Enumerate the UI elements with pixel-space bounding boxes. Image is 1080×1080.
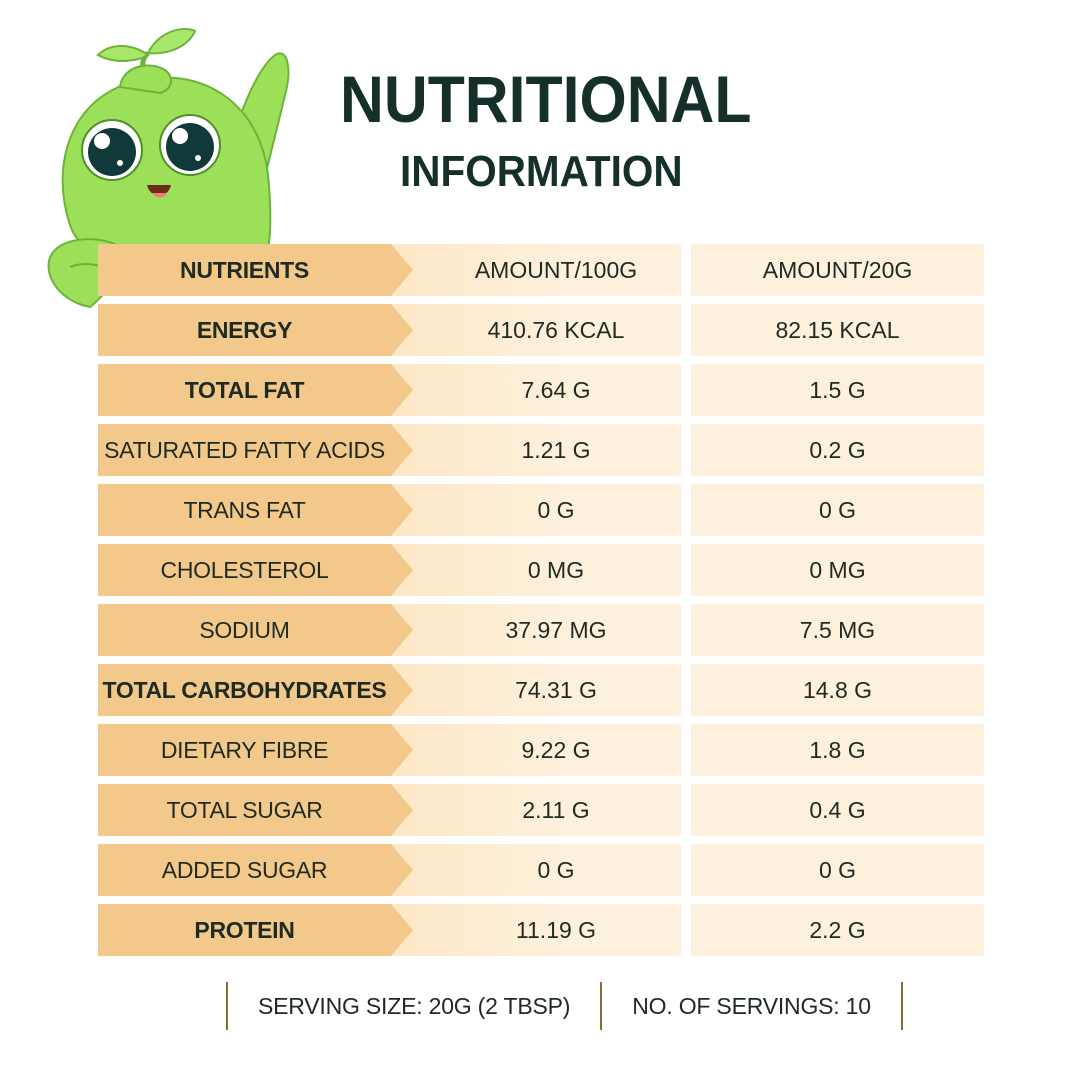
amount-per-20g: 0.2 G (691, 424, 984, 476)
page-title: NUTRITIONAL (340, 62, 752, 136)
nutrient-name: TOTAL FAT (98, 364, 413, 416)
amount-per-20g: 7.5 MG (691, 604, 984, 656)
table-row: CHOLESTEROL 0 MG 0 MG (98, 544, 984, 596)
nutrient-name: CHOLESTEROL (98, 544, 413, 596)
amount-per-20g: 1.8 G (691, 724, 984, 776)
number-of-servings: NO. OF SERVINGS: 10 (632, 992, 871, 1019)
amount-per-20g: 82.15 KCAL (691, 304, 984, 356)
amount-per-100g: 9.22 G (391, 724, 681, 776)
header-amount-100g: AMOUNT/100G (391, 244, 681, 296)
amount-per-20g: 0 G (691, 844, 984, 896)
amount-per-100g: 0 G (391, 484, 681, 536)
table-row: SATURATED FATTY ACIDS 1.21 G 0.2 G (98, 424, 984, 476)
amount-per-100g: 7.64 G (391, 364, 681, 416)
nutrient-name: PROTEIN (98, 904, 413, 956)
nutrient-name: ENERGY (98, 304, 413, 356)
amount-per-20g: 14.8 G (691, 664, 984, 716)
table-header-row: NUTRIENTS AMOUNT/100G AMOUNT/20G (98, 244, 984, 296)
nutrient-name: SATURATED FATTY ACIDS (98, 424, 413, 476)
nutrient-name: ADDED SUGAR (98, 844, 413, 896)
amount-per-20g: 1.5 G (691, 364, 984, 416)
green-sprout-mascot-icon (47, 28, 290, 309)
serving-size: SERVING SIZE: 20G (2 TBSP) (258, 992, 571, 1019)
serving-info: SERVING SIZE: 20G (2 TBSP) NO. OF SERVIN… (226, 982, 903, 1030)
amount-per-100g: 37.97 MG (391, 604, 681, 656)
amount-per-100g: 410.76 KCAL (391, 304, 681, 356)
header-nutrients: NUTRIENTS (98, 244, 413, 296)
table-row: PROTEIN 11.19 G 2.2 G (98, 904, 984, 956)
divider (900, 982, 903, 1030)
table-row: SODIUM 37.97 MG 7.5 MG (98, 604, 984, 656)
amount-per-100g: 74.31 G (391, 664, 681, 716)
header-amount-20g: AMOUNT/20G (691, 244, 984, 296)
amount-per-100g: 0 MG (391, 544, 681, 596)
amount-per-20g: 0 MG (691, 544, 984, 596)
amount-per-100g: 0 G (391, 844, 681, 896)
table-row: TOTAL FAT 7.64 G 1.5 G (98, 364, 984, 416)
amount-per-20g: 0.4 G (691, 784, 984, 836)
nutrient-name: TOTAL SUGAR (98, 784, 413, 836)
nutrition-table: NUTRIENTS AMOUNT/100G AMOUNT/20G ENERGY 4… (98, 244, 984, 964)
nutrient-name: DIETARY FIBRE (98, 724, 413, 776)
amount-per-100g: 2.11 G (391, 784, 681, 836)
nutrient-name: SODIUM (98, 604, 413, 656)
table-row: TOTAL CARBOHYDRATES 74.31 G 14.8 G (98, 664, 984, 716)
amount-per-20g: 0 G (691, 484, 984, 536)
nutrient-name: TOTAL CARBOHYDRATES (98, 664, 413, 716)
amount-per-20g: 2.2 G (691, 904, 984, 956)
page-subtitle: INFORMATION (400, 147, 683, 196)
divider (226, 982, 228, 1030)
nutrient-name: TRANS FAT (98, 484, 413, 536)
table-row: ENERGY 410.76 KCAL 82.15 KCAL (98, 304, 984, 356)
table-row: TOTAL SUGAR 2.11 G 0.4 G (98, 784, 984, 836)
table-row: DIETARY FIBRE 9.22 G 1.8 G (98, 724, 984, 776)
amount-per-100g: 11.19 G (391, 904, 681, 956)
amount-per-100g: 1.21 G (391, 424, 681, 476)
divider (600, 982, 603, 1030)
